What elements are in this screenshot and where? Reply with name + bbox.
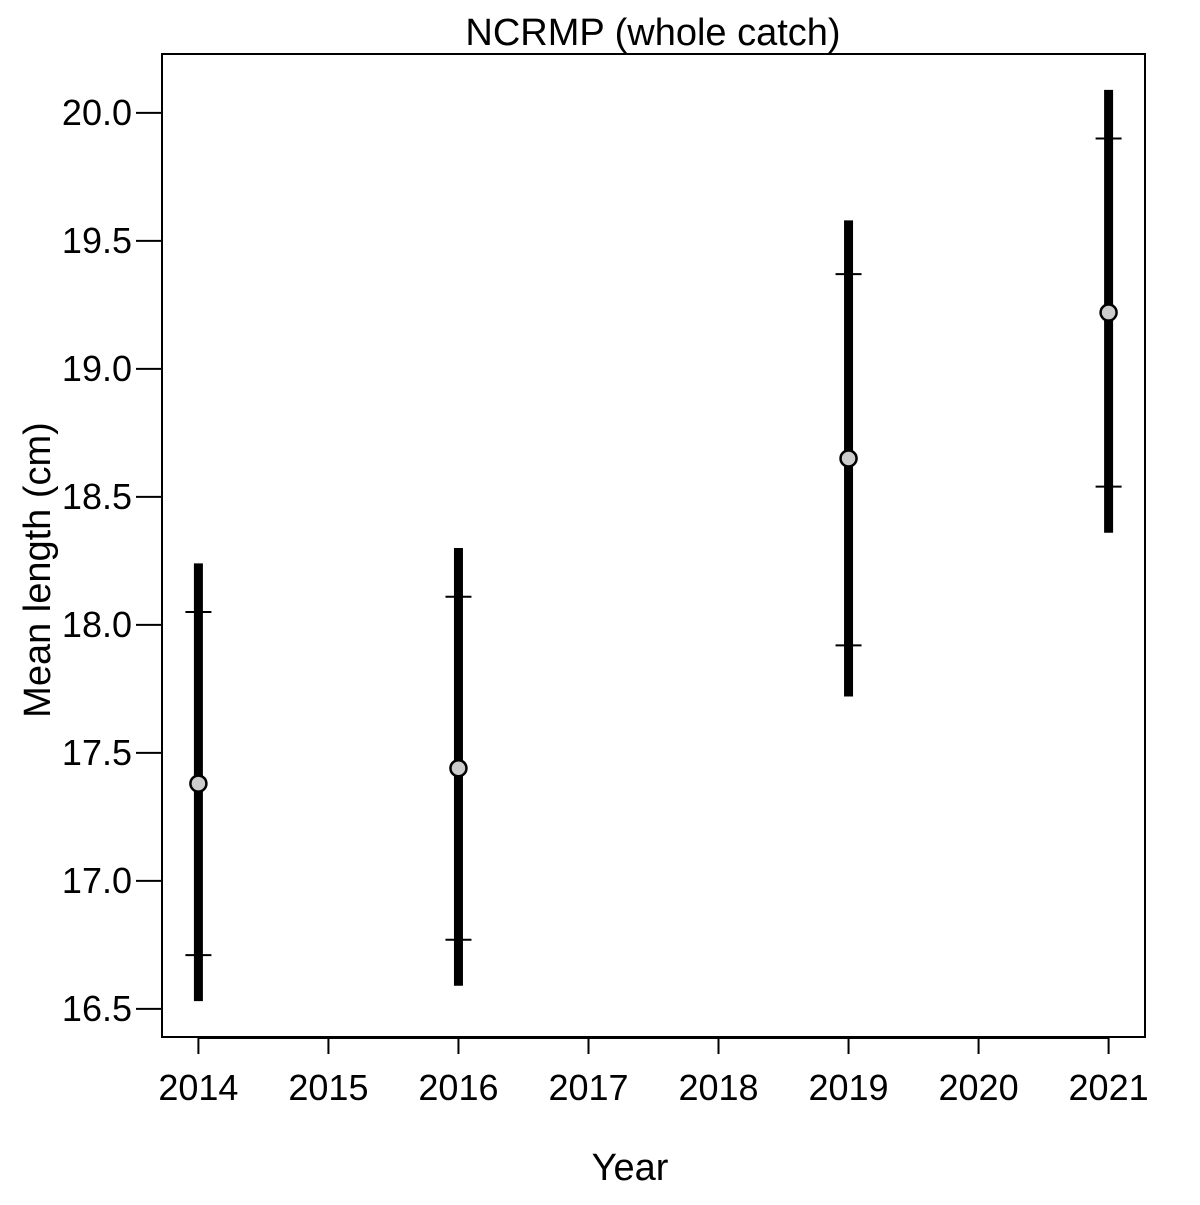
chart-title: NCRMP (whole catch) xyxy=(465,12,840,54)
x-axis-title: Year xyxy=(592,1147,669,1189)
y-tick-label: 19.5 xyxy=(62,220,132,261)
y-tick-label: 20.0 xyxy=(62,92,132,133)
mean-point xyxy=(449,758,468,778)
data-marks xyxy=(185,89,1122,1002)
x-tick-label: 2018 xyxy=(678,1067,758,1108)
y-tick-label: 19.0 xyxy=(62,348,132,389)
y-axis-title: Mean length (cm) xyxy=(17,422,59,718)
x-tick-label: 2014 xyxy=(158,1067,238,1108)
x-tick-label: 2016 xyxy=(418,1067,498,1108)
mean-point xyxy=(189,774,208,793)
y-tick-label: 17.0 xyxy=(62,860,132,901)
y-axis: 16.5 17.0 17.5 18.0 18.5 19.0 19.5 20.0 xyxy=(62,92,163,1029)
x-axis: 2014 2015 2016 2017 2018 2019 2020 2021 xyxy=(158,1037,1149,1108)
x-tick-label: 2021 xyxy=(1069,1067,1149,1108)
mean-point xyxy=(1099,303,1118,322)
y-tick-label: 18.0 xyxy=(62,604,132,645)
x-tick-label: 2017 xyxy=(548,1067,628,1108)
mean-point xyxy=(839,449,858,468)
x-tick-label: 2019 xyxy=(808,1067,888,1108)
plot-frame xyxy=(161,53,1146,1038)
y-tick-label: 17.5 xyxy=(62,732,132,773)
y-tick-label: 18.5 xyxy=(62,476,132,517)
x-tick-label: 2020 xyxy=(939,1067,1019,1108)
x-tick-label: 2015 xyxy=(288,1067,368,1108)
y-tick-label: 16.5 xyxy=(62,988,132,1029)
